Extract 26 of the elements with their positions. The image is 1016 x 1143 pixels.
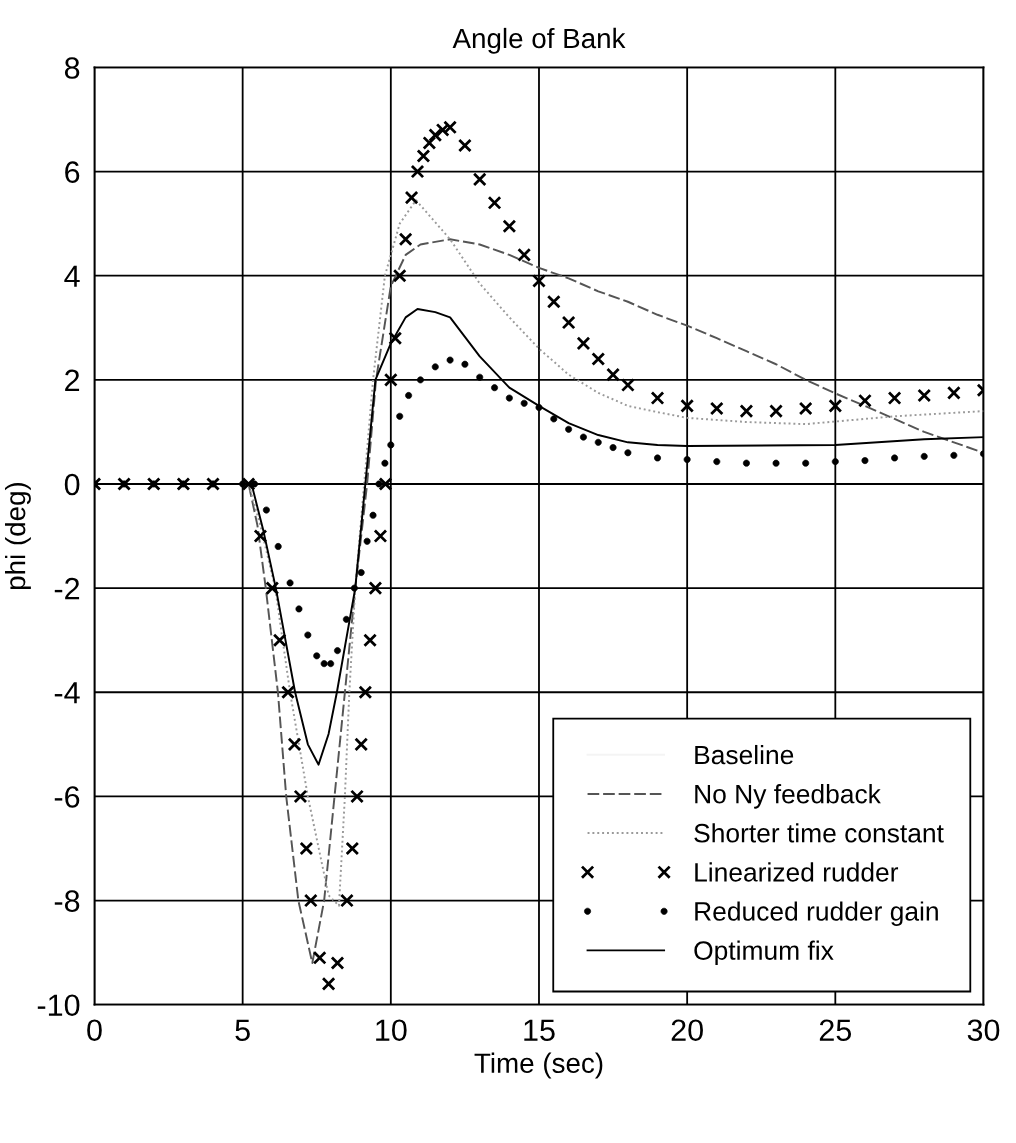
x-tick-label: 10	[376, 1019, 407, 1042]
y-tick-label: 8	[64, 57, 80, 79]
x-tick-label: 20	[671, 1019, 703, 1042]
y-tick-label: -10	[37, 994, 80, 1017]
y-axis-title: phi (deg)	[4, 482, 31, 590]
legend-label: No Ny feedback	[695, 784, 881, 809]
x-tick-label: 30	[967, 1019, 1000, 1042]
x-axis-title: Time (sec)	[474, 1052, 603, 1079]
y-tick-label: 0	[64, 473, 80, 496]
y-tick-label: 6	[65, 161, 80, 183]
y-tick-label: -6	[54, 786, 80, 808]
y-tick-label: -4	[54, 682, 80, 704]
legend-label: Baseline	[695, 744, 794, 765]
legend-label: Optimum fix	[694, 940, 834, 966]
chart-title: Angle of Bank	[452, 27, 626, 54]
x-tick-label: 5	[235, 1019, 250, 1042]
y-tick-label: 4	[64, 265, 80, 287]
legend-label: Shorter time constant	[694, 823, 944, 843]
x-tick-label: 0	[87, 1019, 102, 1042]
y-tick-label: -8	[54, 890, 80, 912]
legend-label: Linearized rudder	[695, 862, 899, 882]
y-tick-label: 2	[65, 369, 80, 391]
legend-label: Reduced rudder gain	[695, 901, 938, 926]
x-tick-label: 25	[819, 1019, 852, 1042]
y-tick-label: -2	[54, 577, 80, 600]
x-tick-label: 15	[524, 1019, 555, 1042]
